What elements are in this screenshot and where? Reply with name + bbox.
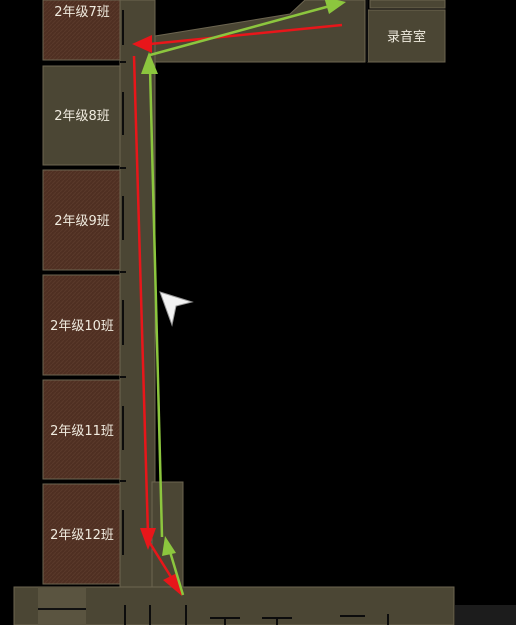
- wall-markers: [120, 0, 389, 625]
- room-label: 2年级9班: [54, 214, 110, 229]
- room-2年级8班[interactable]: 2年级8班: [42, 65, 121, 166]
- room-2年级11班[interactable]: 2年级11班: [42, 379, 121, 480]
- room-2年级10班[interactable]: 2年级10班: [42, 274, 121, 376]
- route-green: [141, 0, 346, 596]
- room-label: 录音室: [387, 29, 426, 45]
- corridor-bottom: [13, 586, 516, 625]
- room-label: 2年级8班: [54, 109, 110, 124]
- route-red: [132, 23, 343, 596]
- room-录音室[interactable]: 录音室: [367, 0, 446, 63]
- room-label: 2年级12班: [50, 528, 114, 543]
- room-label: 2年级11班: [50, 424, 114, 439]
- room-label: 2年级10班: [50, 319, 114, 334]
- room-2年级9班[interactable]: 2年级9班: [42, 169, 121, 271]
- corridor-top: [154, 0, 366, 63]
- room-2年级12班[interactable]: 2年级12班: [42, 483, 121, 585]
- room-label: 2年级7班: [54, 5, 110, 20]
- arrow-pointer-icon: [159, 291, 194, 327]
- room-2年级7班[interactable]: 2年级7班: [42, 0, 121, 61]
